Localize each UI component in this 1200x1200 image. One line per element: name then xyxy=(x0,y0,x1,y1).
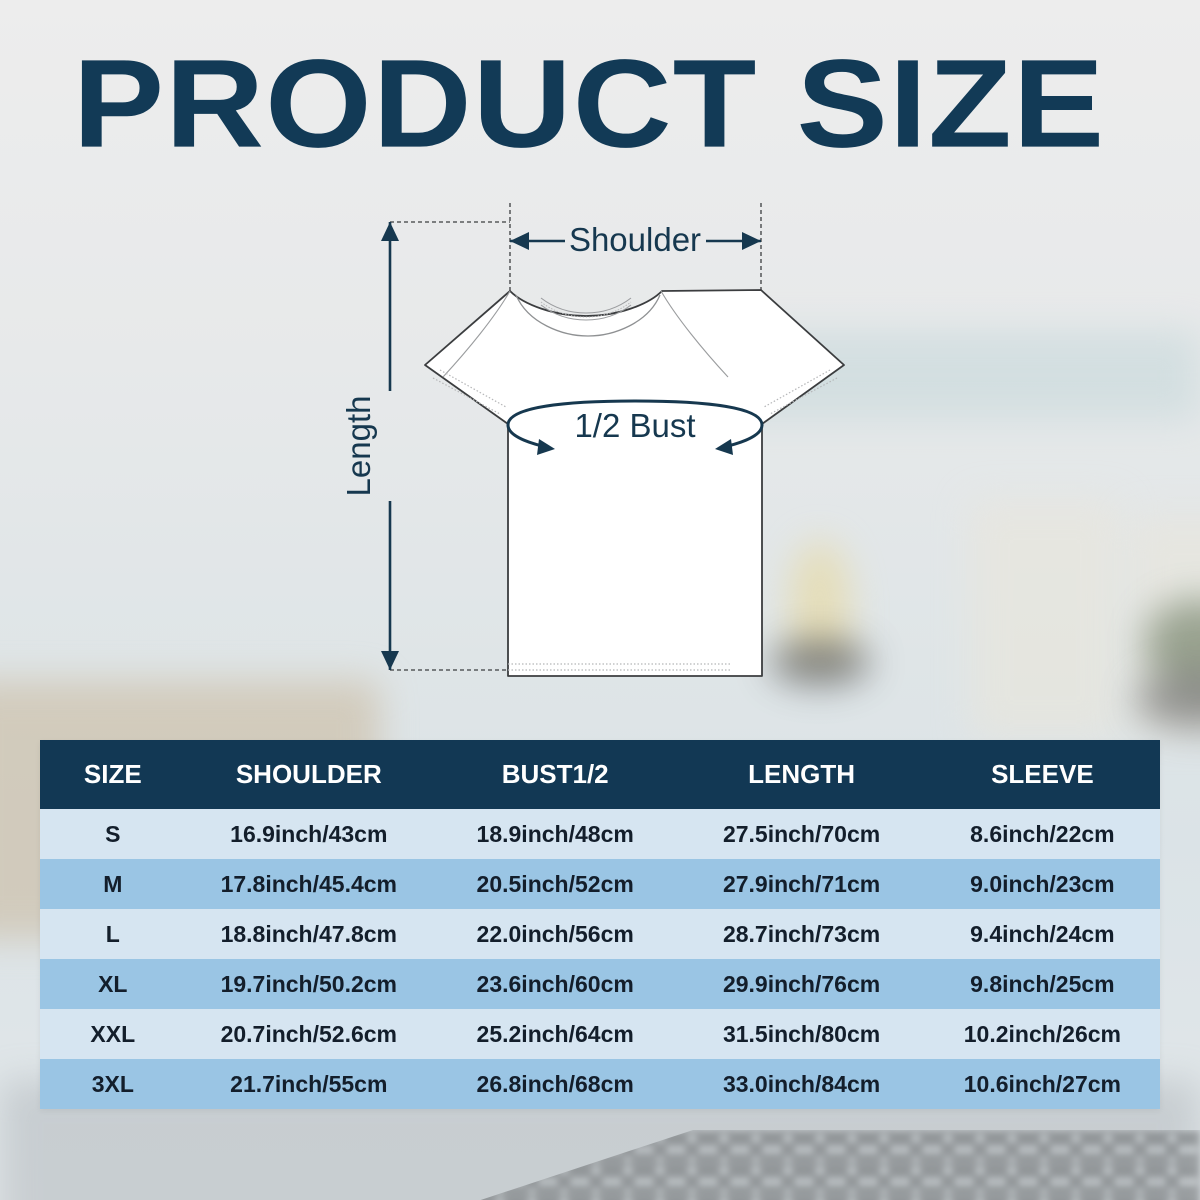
svg-text:1/2 Bust: 1/2 Bust xyxy=(574,407,695,444)
svg-text:Shoulder: Shoulder xyxy=(569,221,701,258)
svg-text:Length: Length xyxy=(340,396,377,497)
